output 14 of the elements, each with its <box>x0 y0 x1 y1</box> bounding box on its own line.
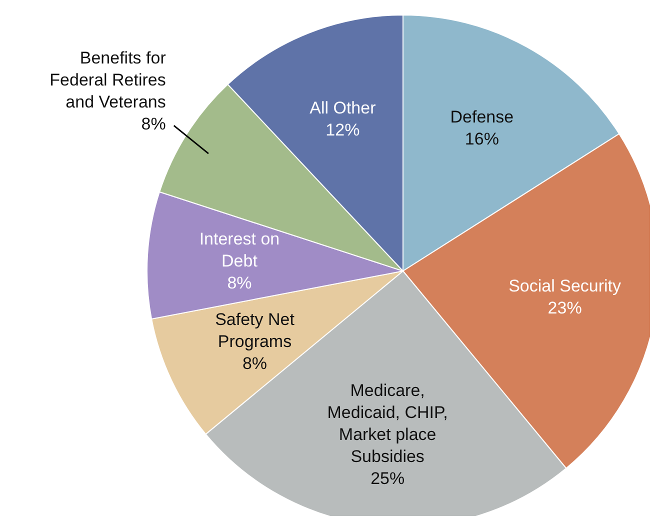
slice-label: Benefits for Federal Retires and Veterans <box>50 48 166 112</box>
data-label: 25% <box>370 469 405 488</box>
slice-label: Safety Net Programs <box>215 310 295 351</box>
data-label: 8% <box>227 274 252 293</box>
slice-label: Social Security <box>508 276 622 296</box>
data-label: 23% <box>548 298 582 318</box>
slice-label: Defense <box>450 107 514 126</box>
data-label: 8% <box>141 114 166 134</box>
data-label: 8% <box>242 354 268 373</box>
slice-label: All Other <box>310 98 376 118</box>
data-label: 16% <box>464 129 499 148</box>
data-label: 12% <box>326 120 360 140</box>
slice-label: Interest on Debt <box>199 230 280 271</box>
slice-label: Medicare, Medicaid, CHIP, Market place Subsidies <box>327 381 448 466</box>
